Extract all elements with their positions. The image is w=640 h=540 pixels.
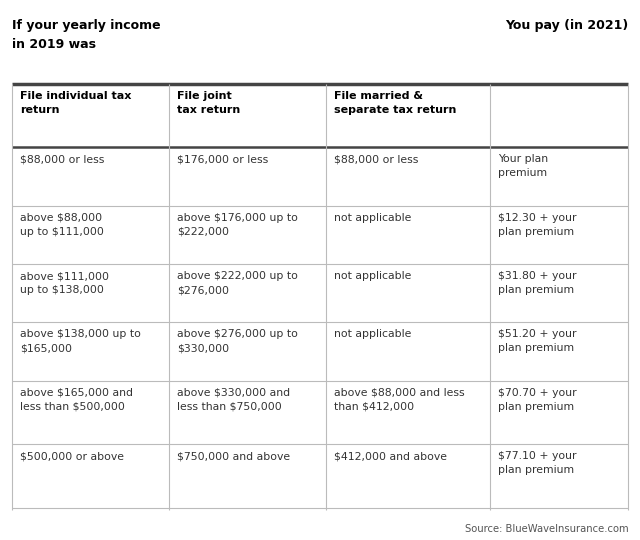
Text: If your yearly income
in 2019 was: If your yearly income in 2019 was [12, 19, 160, 51]
Text: above $276,000 up to
$330,000: above $276,000 up to $330,000 [177, 329, 298, 353]
Text: above $330,000 and
less than $750,000: above $330,000 and less than $750,000 [177, 388, 291, 411]
Text: $750,000 and above: $750,000 and above [177, 451, 291, 462]
Text: above $176,000 up to
$222,000: above $176,000 up to $222,000 [177, 213, 298, 237]
Text: Your plan
premium: Your plan premium [498, 154, 548, 178]
Text: above $111,000
up to $138,000: above $111,000 up to $138,000 [20, 271, 109, 295]
Text: File individual tax
return: File individual tax return [20, 91, 131, 114]
Text: $500,000 or above: $500,000 or above [20, 451, 124, 462]
Text: $412,000 and above: $412,000 and above [335, 451, 447, 462]
Text: not applicable: not applicable [335, 213, 412, 223]
Text: File joint
tax return: File joint tax return [177, 91, 241, 114]
Text: $31.80 + your
plan premium: $31.80 + your plan premium [498, 271, 577, 295]
Text: above $222,000 up to
$276,000: above $222,000 up to $276,000 [177, 271, 298, 295]
Text: File married &
separate tax return: File married & separate tax return [335, 91, 457, 114]
Text: above $138,000 up to
$165,000: above $138,000 up to $165,000 [20, 329, 141, 353]
Text: above $88,000 and less
than $412,000: above $88,000 and less than $412,000 [335, 388, 465, 411]
Text: $88,000 or less: $88,000 or less [335, 154, 419, 165]
Text: Source: BlueWaveInsurance.com: Source: BlueWaveInsurance.com [465, 523, 628, 534]
Text: not applicable: not applicable [335, 271, 412, 281]
Text: $70.70 + your
plan premium: $70.70 + your plan premium [498, 388, 577, 411]
Text: not applicable: not applicable [335, 329, 412, 340]
Text: above $88,000
up to $111,000: above $88,000 up to $111,000 [20, 213, 104, 237]
Text: $88,000 or less: $88,000 or less [20, 154, 104, 165]
Text: You pay (in 2021): You pay (in 2021) [505, 19, 628, 32]
Text: $51.20 + your
plan premium: $51.20 + your plan premium [498, 329, 577, 353]
Text: $176,000 or less: $176,000 or less [177, 154, 268, 165]
Text: $77.10 + your
plan premium: $77.10 + your plan premium [498, 451, 577, 475]
Text: $12.30 + your
plan premium: $12.30 + your plan premium [498, 213, 577, 237]
Text: above $165,000 and
less than $500,000: above $165,000 and less than $500,000 [20, 388, 133, 411]
